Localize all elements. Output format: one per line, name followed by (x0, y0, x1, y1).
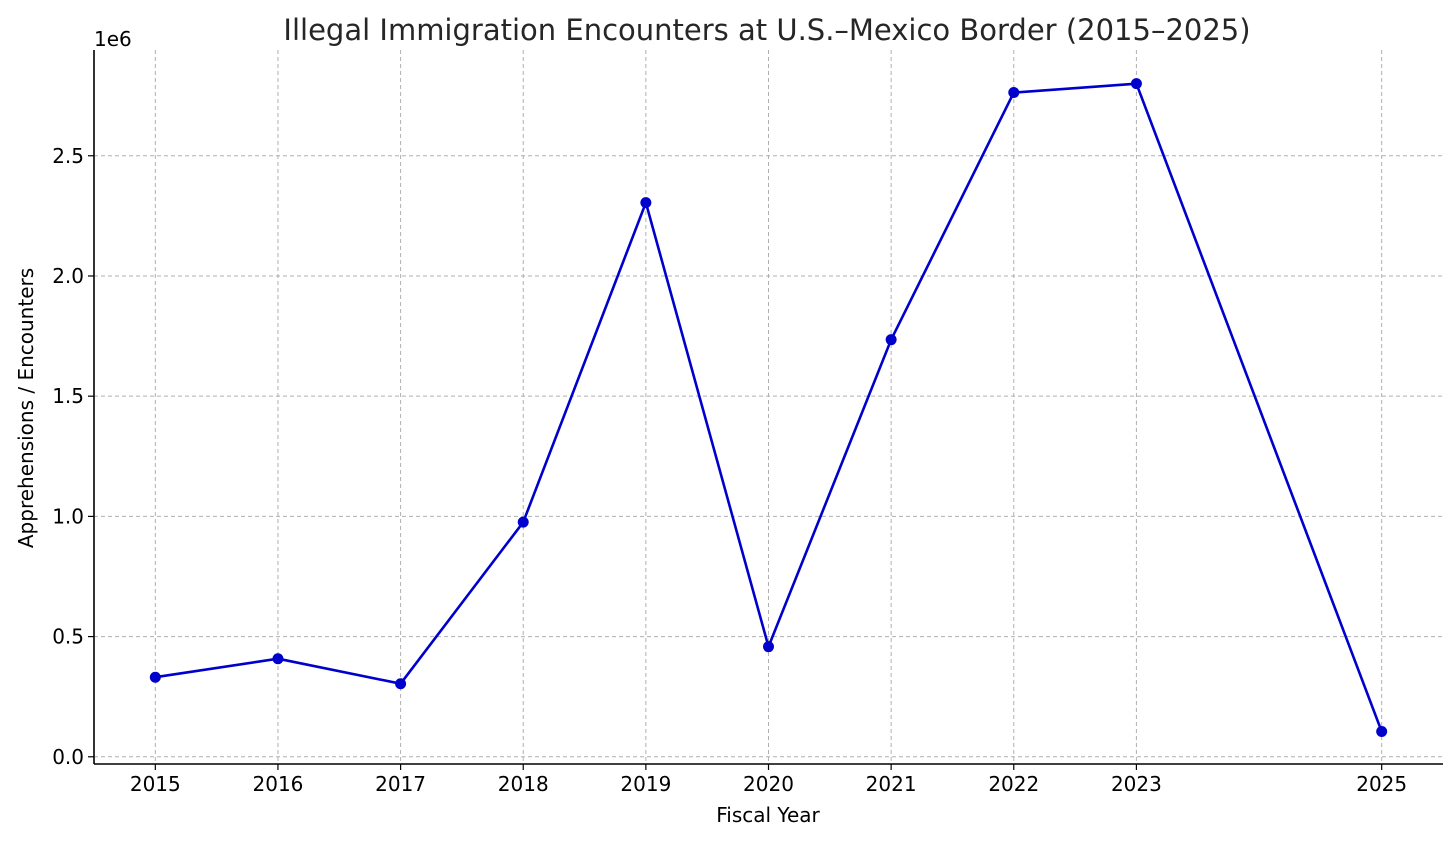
y-tick-label: 1.5 (52, 384, 84, 408)
x-tick-label: 2021 (866, 772, 917, 796)
y-axis-label: Apprehensions / Encounters (14, 268, 38, 548)
x-tick-label: 2025 (1356, 772, 1407, 796)
x-tick-label: 2017 (375, 772, 426, 796)
x-tick-label: 2019 (620, 772, 671, 796)
data-point (640, 197, 652, 209)
x-tick-label: 2016 (253, 772, 304, 796)
data-point (885, 334, 897, 346)
x-tick-label: 2015 (130, 772, 181, 796)
y-tick-label: 0.0 (52, 745, 84, 769)
x-tick-label: 2020 (743, 772, 794, 796)
data-point (763, 641, 774, 653)
data-point (149, 671, 161, 683)
ticks: 2015 2016 2017 2018 2019 2020 2021 2022 2023 2025… (52, 144, 1407, 796)
data-point (395, 678, 407, 690)
data-point (1130, 78, 1142, 90)
x-tick-label: 2022 (988, 772, 1039, 796)
y-tick-label: 2.5 (52, 144, 84, 168)
chart-title: Illegal Immigration Encounters at U.S.–M… (283, 13, 1250, 47)
data-point (1008, 87, 1020, 99)
data-point (272, 653, 284, 665)
series-line (155, 82, 1383, 733)
data-point (517, 516, 529, 528)
y-offset-label: 1e6 (94, 27, 132, 51)
y-tick-label: 1.0 (52, 504, 84, 528)
y-tick-label: 0.5 (52, 625, 84, 649)
data-series (149, 78, 1388, 738)
x-tick-label: 2023 (1111, 772, 1162, 796)
gridlines (94, 50, 1443, 764)
y-tick-label: 2.0 (52, 264, 84, 288)
x-tick-label: 2018 (498, 772, 549, 796)
x-axis-label: Fiscal Year (716, 803, 820, 827)
data-point (1376, 726, 1388, 738)
